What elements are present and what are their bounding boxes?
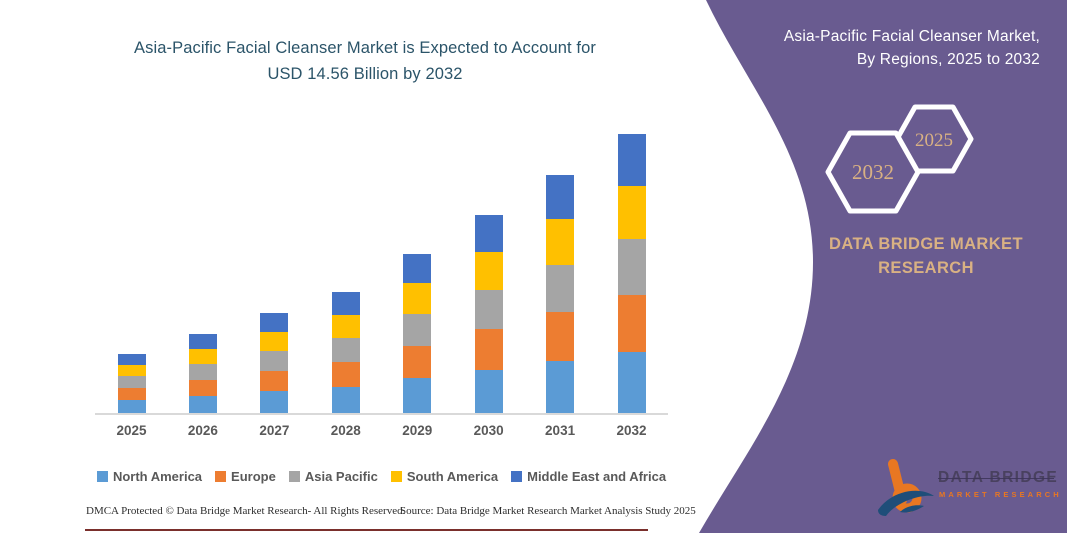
- dbmr-logo-wordmark: DATA BRIDGE: [938, 469, 1059, 486]
- x-axis-label-2031: 2031: [545, 423, 576, 438]
- bar-segment-2031-south-america: [546, 219, 575, 265]
- legend-swatch-icon: [511, 471, 523, 482]
- bar-segment-2027-asia-pacific: [260, 350, 289, 371]
- stacked-bar-2032: [617, 134, 646, 413]
- legend: North America Europe Asia Pacific South Ame…: [75, 469, 688, 484]
- bar-segment-2028-asia-pacific: [331, 337, 360, 362]
- x-axis-label-2032: 2032: [616, 423, 647, 438]
- stacked-bar-2029: [403, 254, 432, 413]
- bar-segment-2030-north-america: [474, 369, 503, 413]
- bar-segment-2029-asia-pacific: [403, 313, 432, 346]
- bar-segment-2031-europe: [546, 312, 575, 361]
- legend-item-asia-pacific: Asia Pacific: [288, 469, 378, 484]
- bar-segment-2028-south-america: [331, 314, 360, 338]
- footer-dmca-text: DMCA Protected © Data Bridge Market Rese…: [86, 505, 406, 517]
- bar-segment-2026-north-america: [188, 395, 217, 413]
- bar-segment-2030-middle-east-and-africa: [474, 215, 503, 252]
- stacked-bar-2027: [260, 313, 289, 413]
- bar-segment-2031-middle-east-and-africa: [546, 175, 575, 220]
- bottom-divider-line: [85, 529, 648, 531]
- legend-label: Europe: [231, 469, 276, 484]
- chart-title-line1: Asia-Pacific Facial Cleanser Market is E…: [134, 39, 596, 57]
- hexagon-2032-label: 2032: [852, 160, 894, 184]
- legend-swatch-icon: [215, 471, 227, 482]
- stacked-bar-2026: [188, 334, 217, 413]
- bar-segment-2032-north-america: [617, 352, 646, 413]
- legend-label: South America: [406, 469, 499, 484]
- chart-title-line2: USD 14.56 Billion by 2032: [267, 64, 463, 83]
- dbmr-logo-strike-line: [938, 478, 1054, 479]
- bar-segment-2025-asia-pacific: [117, 376, 146, 388]
- legend-item-middle-east-and-africa: Middle East and Africa: [511, 469, 666, 484]
- brand-text-line2: RESEARCH: [878, 258, 974, 277]
- chart-title: Asia-Pacific Facial Cleanser Market is E…: [40, 36, 690, 87]
- legend-swatch-icon: [96, 471, 108, 482]
- x-axis-labels: 2025 2026 2027 2028 2029 2030 2031 2032: [95, 423, 668, 443]
- bar-segment-2032-middle-east-and-africa: [617, 134, 646, 186]
- brand-text-line1: DATA BRIDGE MARKET: [829, 235, 1023, 253]
- x-axis-label-2029: 2029: [402, 423, 433, 438]
- bar-segment-2025-south-america: [117, 365, 146, 377]
- dbmr-logo-subtitle: MARKET RESEARCH: [939, 490, 1062, 499]
- bar-segment-2027-middle-east-and-africa: [260, 313, 289, 332]
- stacked-bar-2028: [331, 292, 360, 413]
- bar-segment-2027-north-america: [260, 391, 289, 413]
- bar-segment-2025-middle-east-and-africa: [117, 354, 146, 366]
- bar-segment-2031-north-america: [546, 360, 575, 413]
- bar-segment-2031-asia-pacific: [546, 264, 575, 313]
- bar-segment-2030-asia-pacific: [474, 289, 503, 330]
- side-panel-title-line1: Asia-Pacific Facial Cleanser Market,: [783, 28, 1040, 45]
- legend-item-north-america: North America: [96, 469, 203, 484]
- bar-segment-2027-south-america: [260, 331, 289, 351]
- bar-segment-2030-europe: [474, 329, 503, 370]
- x-axis-label-2028: 2028: [330, 423, 361, 438]
- x-axis-label-2027: 2027: [259, 423, 290, 438]
- dbmr-logo: DATA BRIDGE MARKET RESEARCH: [876, 458, 1059, 522]
- bar-segment-2030-south-america: [474, 251, 503, 290]
- stacked-bar-2030: [474, 215, 503, 413]
- stacked-bar-2031: [546, 175, 575, 413]
- bar-segment-2028-north-america: [331, 386, 360, 413]
- bar-segment-2026-middle-east-and-africa: [188, 334, 217, 349]
- bar-segment-2027-europe: [260, 370, 289, 392]
- bar-segment-2029-north-america: [403, 378, 432, 413]
- side-panel-title: Asia-Pacific Facial Cleanser Market, By …: [710, 25, 1040, 72]
- bar-segment-2025-europe: [117, 387, 146, 400]
- legend-swatch-icon: [390, 471, 402, 482]
- bar-segment-2026-asia-pacific: [188, 364, 217, 380]
- side-panel-title-line2: By Regions, 2025 to 2032: [856, 51, 1040, 69]
- legend-label: Middle East and Africa: [527, 469, 667, 484]
- hexagon-2025-label: 2025: [915, 130, 953, 151]
- footer-source-text: Source: Data Bridge Market Research Mark…: [400, 505, 696, 517]
- footer: DMCA Protected © Data Bridge Market Rese…: [0, 505, 700, 521]
- hexagon-2032-icon: [825, 130, 921, 214]
- legend-item-europe: Europe: [215, 469, 276, 484]
- bar-segment-2025-north-america: [117, 400, 146, 413]
- legend-label: North America: [112, 469, 203, 484]
- bar-segment-2028-middle-east-and-africa: [331, 292, 360, 315]
- bar-segment-2029-europe: [403, 345, 432, 379]
- bar-segment-2029-middle-east-and-africa: [403, 254, 432, 284]
- bar-segment-2032-south-america: [617, 185, 646, 240]
- bar-segment-2032-asia-pacific: [617, 239, 646, 295]
- bar-segment-2026-europe: [188, 379, 217, 396]
- legend-swatch-icon: [288, 471, 300, 482]
- brand-text: DATA BRIDGE MARKET RESEARCH: [795, 233, 1057, 281]
- legend-label: Asia Pacific: [304, 469, 378, 484]
- stacked-bar-2025: [117, 354, 146, 413]
- dbmr-logo-icon: [878, 459, 934, 516]
- plot-area: [95, 120, 668, 415]
- x-axis-label-2030: 2030: [473, 423, 504, 438]
- hexagon-badges: 2032 2025: [825, 104, 974, 214]
- bar-segment-2032-europe: [617, 294, 646, 353]
- legend-item-south-america: South America: [390, 469, 499, 484]
- x-axis-label-2025: 2025: [116, 423, 147, 438]
- bar-segment-2026-south-america: [188, 348, 217, 365]
- bar-segment-2029-south-america: [403, 283, 432, 314]
- bar-segment-2028-europe: [331, 361, 360, 387]
- x-axis-label-2026: 2026: [187, 423, 218, 438]
